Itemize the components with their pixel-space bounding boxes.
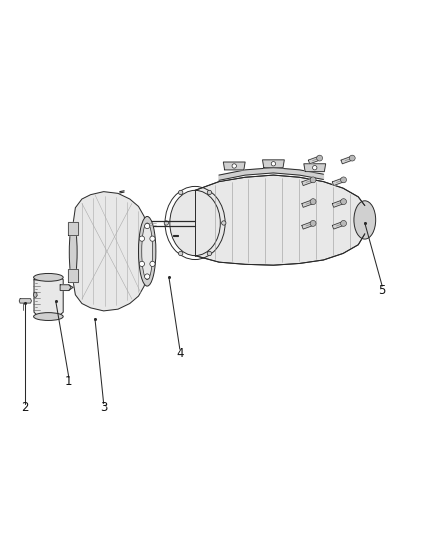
Ellipse shape [179,190,183,195]
Ellipse shape [341,199,346,205]
Polygon shape [332,221,345,229]
Ellipse shape [139,236,145,241]
Polygon shape [195,175,365,265]
Ellipse shape [150,236,155,241]
Ellipse shape [354,201,376,239]
Ellipse shape [232,164,237,168]
Ellipse shape [34,313,63,320]
Polygon shape [223,162,245,170]
Ellipse shape [313,166,317,170]
Ellipse shape [341,221,346,227]
Polygon shape [302,177,314,185]
Polygon shape [67,269,78,282]
Ellipse shape [179,252,183,256]
Ellipse shape [207,252,212,256]
Ellipse shape [207,190,212,195]
Text: 2: 2 [21,401,29,415]
Polygon shape [302,221,314,229]
Ellipse shape [34,273,63,281]
Polygon shape [60,285,71,290]
Ellipse shape [142,223,152,279]
Text: 3: 3 [100,401,107,415]
Polygon shape [332,177,345,185]
Polygon shape [308,156,321,164]
Ellipse shape [222,221,226,225]
Ellipse shape [170,190,220,256]
Polygon shape [67,222,78,235]
Polygon shape [302,199,314,207]
Polygon shape [73,192,146,311]
Text: 5: 5 [378,284,386,297]
Polygon shape [19,298,32,303]
Ellipse shape [69,223,77,281]
Polygon shape [304,164,325,172]
Polygon shape [332,199,345,207]
Ellipse shape [350,155,355,161]
Polygon shape [341,156,354,164]
Ellipse shape [164,221,169,225]
Ellipse shape [310,221,316,227]
Text: 4: 4 [176,347,184,360]
Ellipse shape [34,292,37,297]
Ellipse shape [341,177,346,183]
Polygon shape [219,168,323,180]
Ellipse shape [310,177,316,183]
Ellipse shape [145,274,150,279]
Polygon shape [34,276,63,317]
Ellipse shape [139,261,145,266]
Polygon shape [262,160,284,168]
Ellipse shape [145,223,150,229]
Ellipse shape [317,155,322,161]
Ellipse shape [150,261,155,266]
Ellipse shape [271,161,276,166]
Ellipse shape [310,199,316,205]
Ellipse shape [138,216,156,286]
Text: 1: 1 [65,375,73,389]
